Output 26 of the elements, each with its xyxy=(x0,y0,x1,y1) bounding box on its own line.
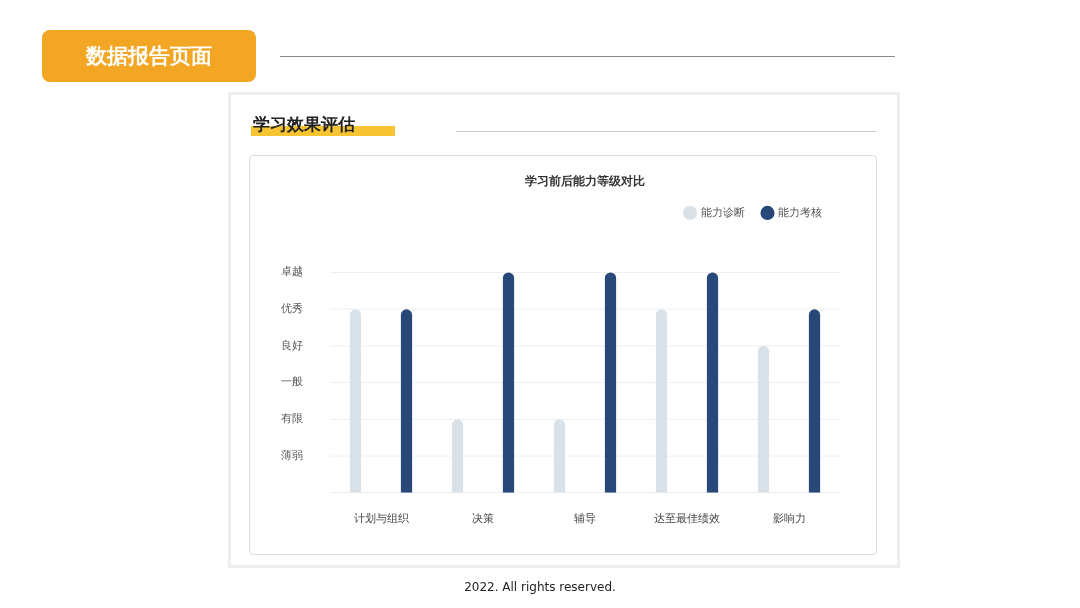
text: 卓越 xyxy=(281,265,303,279)
x-tick-label: 决策 xyxy=(472,512,494,526)
bar xyxy=(757,345,770,493)
x-tick-label: 影响力 xyxy=(772,512,806,526)
text: 优秀 xyxy=(281,302,303,316)
x-tick-label: 达至最佳绩效 xyxy=(654,512,720,526)
bar xyxy=(604,272,617,493)
x-tick-label: 计划与组织 xyxy=(353,512,409,526)
legend-label: 能力考核 xyxy=(778,205,822,219)
bar xyxy=(400,309,413,493)
bar xyxy=(808,309,821,493)
text: 2022. All rights reserved. xyxy=(463,580,617,594)
text: 有限 xyxy=(281,412,303,426)
bar xyxy=(655,309,668,493)
bar xyxy=(349,309,362,493)
bar xyxy=(706,272,719,493)
bar xyxy=(553,419,566,493)
bar xyxy=(502,272,515,493)
bar xyxy=(451,419,464,493)
x-tick-label: 辅导 xyxy=(574,512,596,526)
text: 良好 xyxy=(281,338,303,352)
chart-title: 学习前后能力等级对比 xyxy=(525,174,645,189)
text: 薄弱 xyxy=(281,448,303,462)
text: 一般 xyxy=(281,375,303,389)
text: 数据报告页面 xyxy=(42,30,256,82)
legend-label: 能力诊断 xyxy=(700,205,745,219)
